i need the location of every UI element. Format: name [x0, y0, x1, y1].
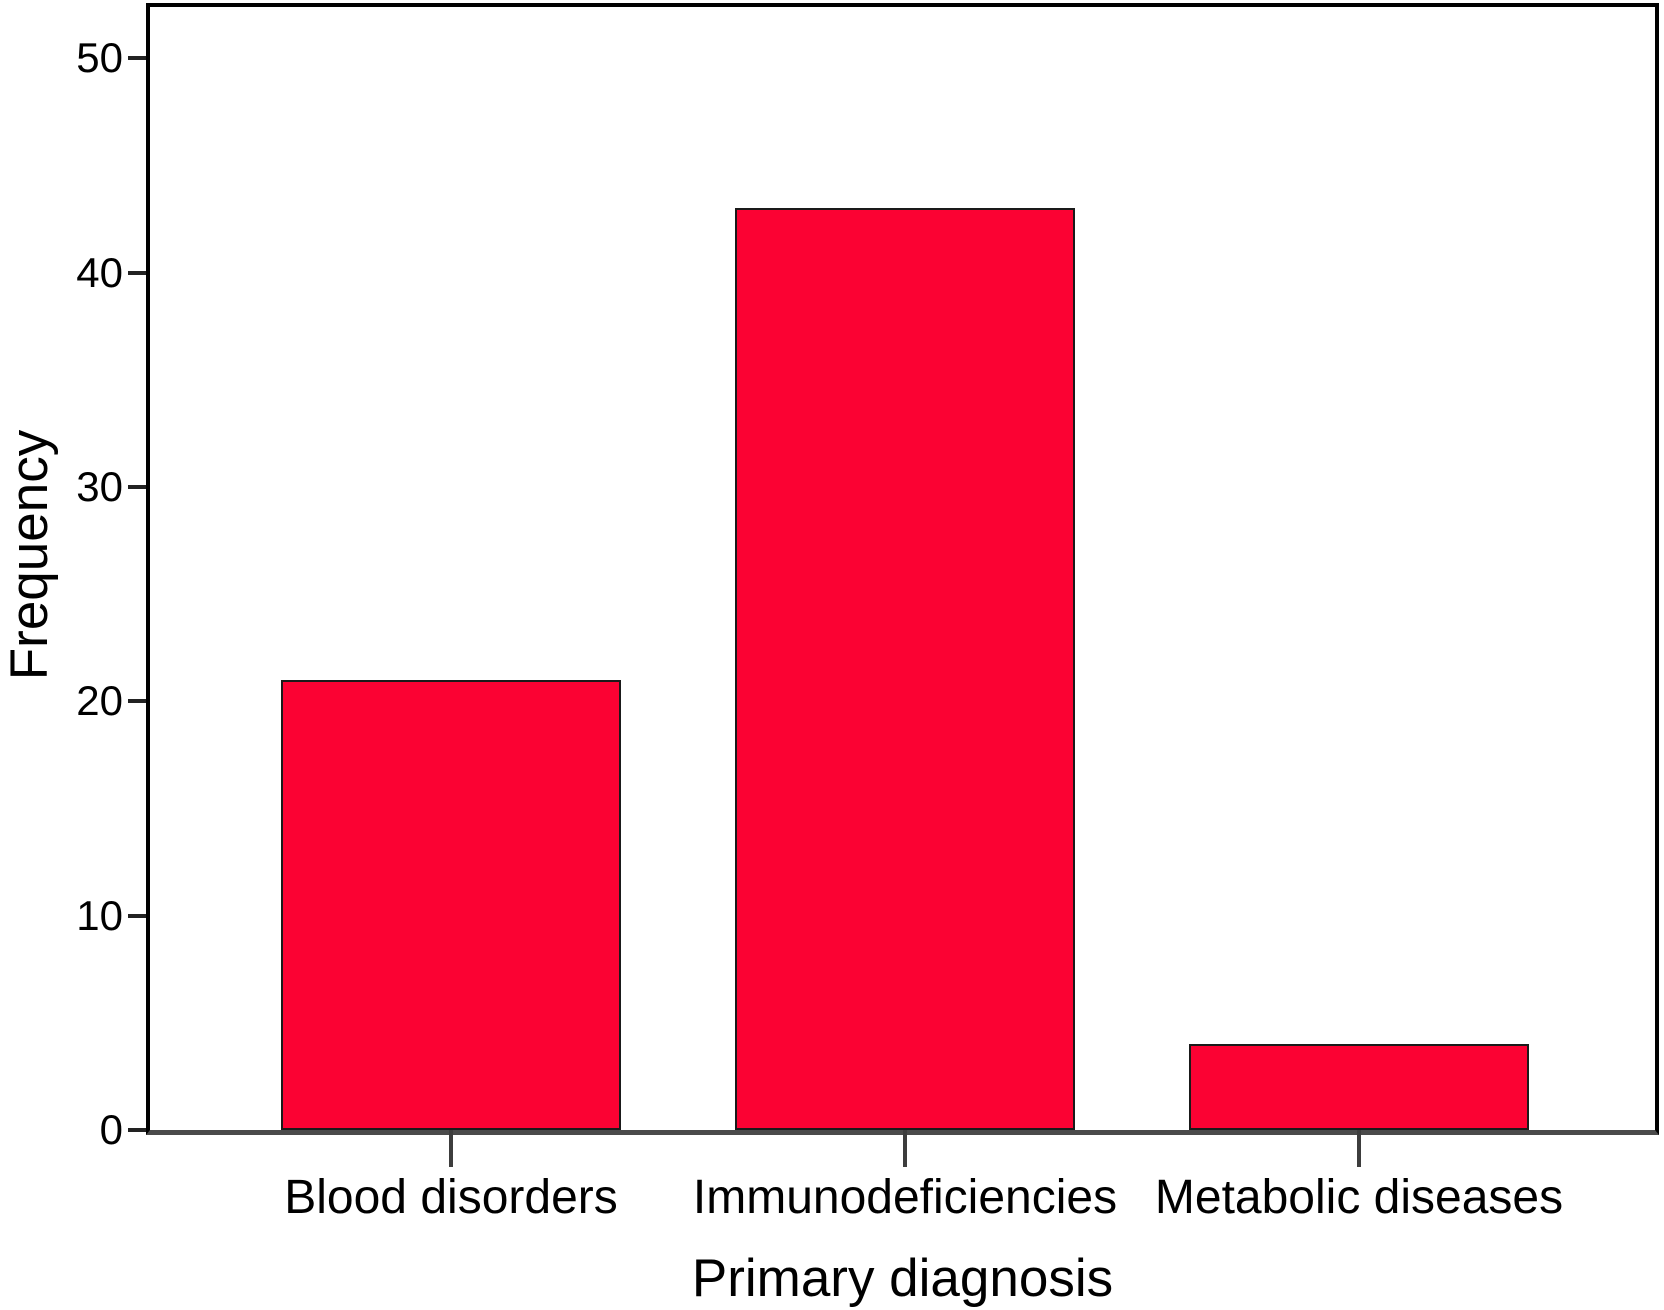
- x-category-label-blood-disorders: Blood disorders: [284, 1171, 618, 1224]
- y-tick-mark: [128, 485, 146, 489]
- y-tick-label: 30: [76, 463, 123, 510]
- y-tick-label: 50: [76, 34, 123, 81]
- x-axis-title: Primary diagnosis: [691, 1249, 1114, 1308]
- y-tick-label: 0: [99, 1106, 123, 1153]
- x-tick-mark: [903, 1130, 907, 1167]
- y-tick-label: 20: [76, 677, 123, 724]
- y-tick-label: 40: [76, 249, 123, 296]
- y-tick-mark: [128, 271, 146, 275]
- x-tick-mark: [1357, 1130, 1361, 1167]
- y-tick-mark: [128, 56, 146, 60]
- bar-metabolic-diseases: [1189, 1044, 1529, 1130]
- y-tick-label: 10: [76, 892, 123, 939]
- plot-area: [146, 3, 1659, 1135]
- x-category-label-metabolic-diseases: Metabolic diseases: [1154, 1171, 1564, 1224]
- bar-immunodeficiencies: [735, 208, 1075, 1130]
- x-category-label-immunodeficiencies: Immunodeficiencies: [692, 1171, 1118, 1224]
- y-axis-title: Frequency: [0, 429, 59, 681]
- y-tick-mark: [128, 914, 146, 918]
- y-tick-mark: [128, 699, 146, 703]
- y-tick-mark: [128, 1128, 146, 1132]
- bar-blood-disorders: [281, 680, 621, 1130]
- x-tick-mark: [449, 1130, 453, 1167]
